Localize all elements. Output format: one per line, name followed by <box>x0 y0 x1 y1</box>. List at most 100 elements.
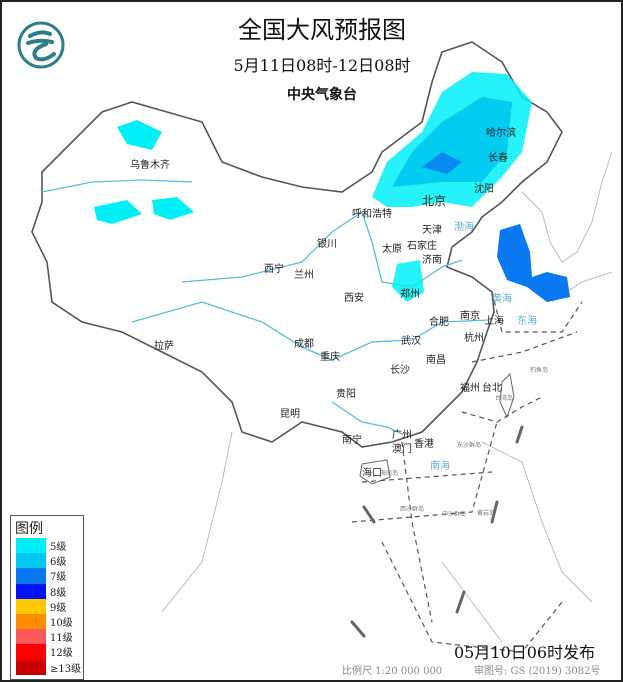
wind-area-level7-northeast <box>422 152 462 174</box>
city-guangzhou: 广州 <box>392 429 412 441</box>
city-labels: 乌鲁木齐 哈尔滨 长春 沈阳 北京 天津 呼和浩特 石家庄 太原 济南 银川 西… <box>130 126 516 479</box>
legend-swatch <box>16 598 46 614</box>
review-number: 审图号: GS (2019) 3082号 <box>474 666 601 677</box>
legend-item: 10级 <box>11 613 83 630</box>
city-guiyang: 贵阳 <box>336 387 356 400</box>
legend-label: 8级 <box>50 587 67 599</box>
wind-area-level6-northeast <box>392 97 512 187</box>
city-harbin: 哈尔滨 <box>486 126 516 139</box>
legend-label: 12级 <box>50 648 73 660</box>
sea-bohai: 渤海 <box>454 220 474 233</box>
yellow-river <box>181 210 463 288</box>
legend-item: ≥13级 <box>11 659 83 675</box>
legend-label: 9级 <box>50 602 67 614</box>
legend-swatch <box>16 568 46 584</box>
sea-east: 东海 <box>517 314 537 327</box>
wind-area-xinjiang-south-1 <box>94 200 142 224</box>
city-chongqing: 重庆 <box>320 350 340 363</box>
neighbor-borders <box>161 151 613 643</box>
city-yinchuan: 银川 <box>317 237 337 250</box>
city-changsha: 长沙 <box>390 364 410 376</box>
city-taipei: 台北 <box>482 381 502 394</box>
city-shanghai: 上海 <box>484 314 504 327</box>
city-haikou: 海口 <box>362 466 382 479</box>
map-scale: 比例尺 1:20 000 000 <box>342 666 443 677</box>
legend-label: 10级 <box>50 618 73 630</box>
cma-logo-icon <box>17 21 65 69</box>
legend-item: 11级 <box>11 629 83 645</box>
island-dongsha: 东沙群岛 <box>457 441 481 449</box>
legend-item: 9级 <box>11 598 83 614</box>
city-jinan: 济南 <box>422 253 442 266</box>
city-taiyuan: 太原 <box>382 242 402 255</box>
city-xian: 西安 <box>344 291 364 304</box>
city-nanning: 南宁 <box>342 433 362 446</box>
legend-label: 7级 <box>50 572 67 584</box>
legend-swatch <box>16 613 46 630</box>
island-labels: 东沙群岛 西沙群岛 中沙群岛 黄岩岛 钓鱼岛 台湾岛 海南岛 <box>380 366 548 518</box>
city-fuzhou: 福州 <box>460 381 480 394</box>
island-xisha: 西沙群岛 <box>400 505 424 513</box>
legend-swatch <box>16 629 46 645</box>
legend-swatch <box>16 659 46 675</box>
city-zhengzhou: 郑州 <box>400 287 420 300</box>
legend-item: 8级 <box>11 583 83 599</box>
legend-swatch <box>16 583 46 599</box>
sea-labels: 渤海 黄海 东海 南海 <box>430 220 537 472</box>
legend-swatch <box>16 644 46 660</box>
city-changchun: 长春 <box>488 152 508 164</box>
city-hohhot: 呼和浩特 <box>352 208 392 220</box>
city-hongkong: 香港 <box>414 438 434 450</box>
forecast-period: 5月11日08时-12日08时 <box>233 56 411 75</box>
city-macau: 澳门 <box>392 442 412 455</box>
city-shijiazhuang: 石家庄 <box>407 239 437 252</box>
city-lanzhou: 兰州 <box>294 268 314 281</box>
legend-item: 5级 <box>11 538 83 554</box>
city-nanchang: 南昌 <box>426 353 446 366</box>
legend-item: 7级 <box>11 568 83 584</box>
legend-swatch <box>16 538 46 554</box>
issue-time: 05月10日06时发布 <box>454 643 596 662</box>
city-urumqi: 乌鲁木齐 <box>130 158 170 171</box>
island-diaoyu: 钓鱼岛 <box>530 366 548 374</box>
island-hainan: 海南岛 <box>380 469 398 477</box>
city-kunming: 昆明 <box>280 408 300 420</box>
island-huangyan: 黄岩岛 <box>477 509 495 517</box>
legend-swatch <box>16 553 46 569</box>
yangtze-river <box>131 301 490 361</box>
city-chengdu: 成都 <box>294 338 314 350</box>
city-nanjing: 南京 <box>460 309 480 322</box>
city-hefei: 合肥 <box>429 315 449 328</box>
tarim-river <box>41 179 193 193</box>
maritime-boundaries <box>351 291 583 653</box>
city-shenyang: 沈阳 <box>474 182 494 195</box>
wind-area-xinjiang-south-2 <box>152 197 194 220</box>
pearl-river <box>331 401 403 435</box>
city-tianjin: 天津 <box>422 224 442 236</box>
legend: 图例 5级 6级 7级 8级 9级 10级 11级 12级 ≥13级 <box>10 515 84 680</box>
sea-yellow: 黄海 <box>492 292 512 305</box>
legend-item: 6级 <box>11 553 83 569</box>
city-wuhan: 武汉 <box>401 334 421 347</box>
legend-item: 12级 <box>11 644 83 660</box>
legend-label: 11级 <box>50 633 73 645</box>
taiwan-island <box>499 372 515 419</box>
city-hangzhou: 杭州 <box>464 331 484 344</box>
legend-title: 图例 <box>15 521 43 537</box>
city-beijing: 北京 <box>422 194 446 208</box>
city-lhasa: 拉萨 <box>154 339 174 352</box>
wind-area-central <box>392 260 424 302</box>
island-taiwan: 台湾岛 <box>495 394 513 402</box>
wind-area-yellow-sea <box>497 224 570 302</box>
agency-name: 中央气象台 <box>287 87 357 103</box>
map-title: 全国大风预报图 <box>238 16 406 44</box>
sea-south: 南海 <box>430 459 450 472</box>
island-zhongsha: 中沙群岛 <box>442 510 466 518</box>
city-xining: 西宁 <box>264 262 284 275</box>
wind-area-xinjiang-north <box>117 120 162 150</box>
legend-label: 5级 <box>50 542 67 554</box>
nine-dash-marks <box>350 425 524 638</box>
legend-label: 6级 <box>50 557 67 569</box>
